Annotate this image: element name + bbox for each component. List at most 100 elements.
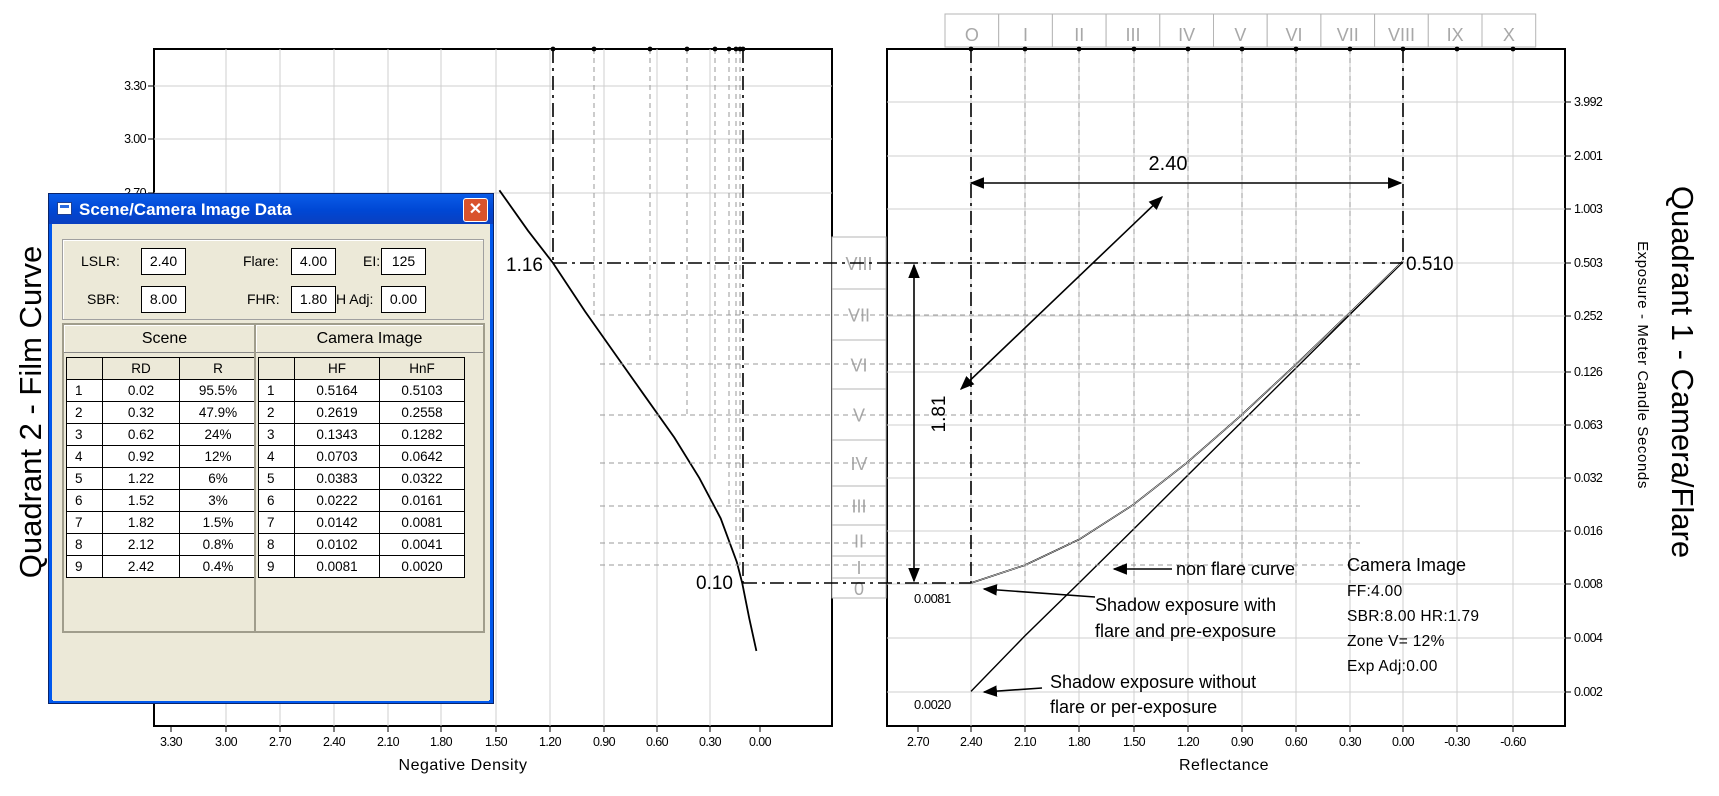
- tick-label-y-q1: 0.032: [1574, 471, 1603, 485]
- zone-mid-box: [831, 524, 887, 557]
- tick-label-y-q1: 0.503: [1574, 256, 1603, 270]
- zone-top-label: X: [1503, 25, 1515, 45]
- zone-marker-q1: [1293, 46, 1299, 52]
- scene-cell: 9: [66, 555, 103, 578]
- x-axis-label-q2: Negative Density: [399, 757, 528, 774]
- tick-label-x-q2: 0.60: [646, 735, 669, 749]
- tick-label-y-q2: 3.30: [124, 79, 147, 93]
- tick-label-y-q1: 3.992: [1574, 95, 1603, 109]
- tick-label-y-q2: 3.00: [124, 132, 147, 146]
- window-body: LSLR: 2.40 Flare: 4.00 EI: 125 SBR: 8.00…: [53, 224, 489, 701]
- scene-cell: 6%: [179, 467, 257, 490]
- tick-label-x-q2: 1.50: [485, 735, 508, 749]
- zone-mid-box: [831, 485, 887, 526]
- scene-cell: 0.92: [102, 445, 180, 468]
- lslr-label: LSLR:: [81, 253, 120, 269]
- tick-label-x-q1: 0.00: [1392, 735, 1415, 749]
- window-title: Scene/Camera Image Data: [79, 200, 292, 219]
- zone-top-box: [1213, 13, 1268, 48]
- zone-mid-box: [831, 339, 887, 390]
- info-box-line: SBR:8.00 HR:1.79: [1347, 608, 1479, 625]
- parameters-group: LSLR: 2.40 Flare: 4.00 EI: 125 SBR: 8.00…: [62, 239, 484, 320]
- camera-cell: 0.0703: [294, 445, 380, 468]
- window-title-bar[interactable]: Scene/Camera Image Data ✕: [49, 194, 493, 224]
- table-row: 8 0.0102 0.0041: [258, 533, 465, 556]
- table-row: 5 1.22 6%: [66, 467, 257, 490]
- high-value-label: 0.510: [1406, 254, 1454, 275]
- scene-cell: 0.32: [102, 401, 180, 424]
- zone-top-label: VIII: [1388, 25, 1415, 45]
- table-row: 9 2.42 0.4%: [66, 555, 257, 578]
- tick-label-y-q1: 1.003: [1574, 202, 1603, 216]
- zone-marker-q1: [1347, 46, 1353, 52]
- table-row: 2 0.32 47.9%: [66, 401, 257, 424]
- tick-label-x-q1: 1.80: [1068, 735, 1091, 749]
- scene-camera-data-window[interactable]: Scene/Camera Image Data ✕ LSLR: 2.40 Fla…: [48, 193, 494, 704]
- scene-panel-title: Scene: [64, 325, 265, 353]
- info-box-line: Camera Image: [1347, 555, 1466, 575]
- zone-marker-q1: [1239, 46, 1245, 52]
- scene-col-rd: RD: [102, 357, 180, 380]
- zone-marker-q1: [1076, 46, 1082, 52]
- scene-cell: 2: [66, 401, 103, 424]
- zone-top-label: V: [1234, 25, 1246, 45]
- close-button[interactable]: ✕: [463, 198, 488, 222]
- table-row: 3 0.1343 0.1282: [258, 423, 465, 446]
- quadrant-1-camera-flare: 2.70 2.40 2.10 1.80 1.50 1.20 0.90 0.60 0.30 0.00…: [886, 48, 1700, 774]
- hadj-field[interactable]: 0.00: [381, 286, 426, 313]
- zone-top-box: [1051, 13, 1107, 48]
- ei-field[interactable]: 125: [381, 248, 426, 275]
- camera-cell: 0.0020: [379, 555, 465, 578]
- tick-label-x-q2: 2.10: [377, 735, 400, 749]
- lslr-field[interactable]: 2.40: [141, 248, 186, 275]
- scene-cell: 4: [66, 445, 103, 468]
- fhr-label: FHR:: [247, 291, 280, 307]
- camera-table: HF HnF 1 0.5164 0.5103 2 0.2619 0.2558 3 0.1343…: [258, 357, 465, 578]
- scene-cell: 3%: [179, 489, 257, 512]
- fhr-field[interactable]: 1.80: [291, 286, 336, 313]
- scene-cell: 0.62: [102, 423, 180, 446]
- camera-cell: 7: [258, 511, 295, 534]
- camera-col-hf: HF: [294, 357, 380, 380]
- zone-top-label: VI: [1286, 25, 1303, 45]
- low-density-label: 0.10: [696, 573, 733, 594]
- zone-mid-label: VI: [850, 356, 867, 376]
- tick-label-x-q2: 2.70: [269, 735, 292, 749]
- tick-label-y-q1: 0.016: [1574, 524, 1603, 538]
- scene-cell: 2.42: [102, 555, 180, 578]
- zone-mid-label: III: [851, 497, 866, 517]
- scene-panel: Scene RD R 1 0.02 95.5% 2 0.32 47.9% 3 0.62 24% 4…: [62, 323, 267, 633]
- zone-marker-q1: [1131, 46, 1137, 52]
- table-row: 3 0.62 24%: [66, 423, 257, 446]
- camera-cell: 0.0161: [379, 489, 465, 512]
- zone-marker-q2: [733, 46, 739, 52]
- shadow-noflare-label: Shadow exposure without: [1050, 672, 1256, 692]
- flare-field[interactable]: 4.00: [291, 248, 336, 275]
- tick-label-y-q1: 0.004: [1574, 631, 1603, 645]
- plot-frame-q1: [886, 48, 1566, 727]
- zone-marker-q2: [726, 46, 732, 52]
- table-row: 7 0.0142 0.0081: [258, 511, 465, 534]
- camera-cell: 0.0102: [294, 533, 380, 556]
- zone-mid-label: IV: [850, 454, 867, 474]
- scene-col-index: [66, 357, 103, 380]
- info-box-line: Zone V= 12%: [1347, 633, 1445, 650]
- zone-marker-q2: [591, 46, 597, 52]
- table-row: 2 0.2619 0.2558: [258, 401, 465, 424]
- camera-cell: 0.5103: [379, 379, 465, 402]
- camera-cell: 0.0081: [294, 555, 380, 578]
- scene-cell: 1.22: [102, 467, 180, 490]
- zone-top-label: IV: [1178, 25, 1195, 45]
- tick-label-x-q1: 1.50: [1123, 735, 1146, 749]
- sbr-field[interactable]: 8.00: [141, 286, 186, 313]
- zone-top-label: III: [1125, 25, 1140, 45]
- tick-label-y-q1: 0.252: [1574, 309, 1603, 323]
- annotations: 2.40 1.81 0.510 1.16 0.10 0.0081 0.0020 non fla…: [506, 46, 1516, 717]
- tick-label-x-q2: 0.00: [749, 735, 772, 749]
- camera-cell: 2: [258, 401, 295, 424]
- camera-cell: 0.0142: [294, 511, 380, 534]
- window-app-icon: [57, 202, 72, 215]
- zone-mid-box: [831, 388, 887, 441]
- table-row: 6 0.0222 0.0161: [258, 489, 465, 512]
